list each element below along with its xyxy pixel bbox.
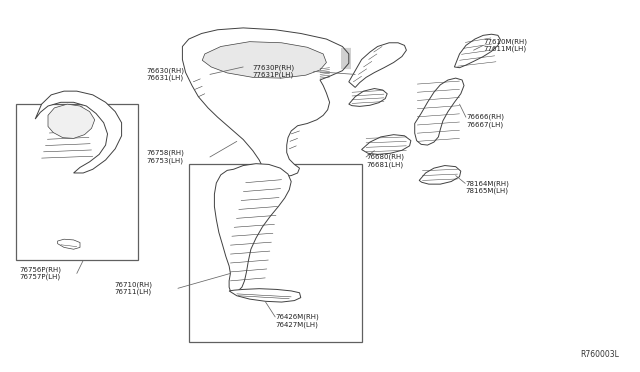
- Polygon shape: [349, 89, 387, 106]
- Polygon shape: [58, 239, 80, 249]
- Polygon shape: [349, 43, 406, 87]
- Text: 76666(RH)
76667(LH): 76666(RH) 76667(LH): [466, 114, 504, 128]
- Text: 78164M(RH)
78165M(LH): 78164M(RH) 78165M(LH): [465, 180, 509, 194]
- Bar: [189, 164, 362, 342]
- Bar: [16, 104, 138, 260]
- Text: 76630(RH)
76631(LH): 76630(RH) 76631(LH): [146, 67, 184, 81]
- Polygon shape: [415, 78, 464, 145]
- Text: 76710(RH)
76711(LH): 76710(RH) 76711(LH): [114, 281, 152, 295]
- Text: 76758(RH)
76753(LH): 76758(RH) 76753(LH): [146, 150, 184, 164]
- Text: 77630P(RH)
77631P(LH): 77630P(RH) 77631P(LH): [253, 64, 295, 78]
- Polygon shape: [419, 166, 461, 184]
- Text: 76680(RH)
76681(LH): 76680(RH) 76681(LH): [366, 154, 404, 168]
- Polygon shape: [48, 104, 95, 138]
- Polygon shape: [454, 34, 500, 68]
- Polygon shape: [182, 28, 349, 177]
- Polygon shape: [362, 135, 411, 154]
- Text: 76426M(RH)
76427M(LH): 76426M(RH) 76427M(LH): [275, 314, 319, 328]
- Text: R760003L: R760003L: [580, 350, 620, 359]
- Polygon shape: [202, 42, 326, 78]
- Polygon shape: [229, 289, 301, 302]
- Text: 76756P(RH)
76757P(LH): 76756P(RH) 76757P(LH): [19, 266, 61, 280]
- Polygon shape: [214, 164, 291, 292]
- Text: 77610M(RH)
77611M(LH): 77610M(RH) 77611M(LH): [483, 38, 527, 52]
- Polygon shape: [35, 91, 122, 173]
